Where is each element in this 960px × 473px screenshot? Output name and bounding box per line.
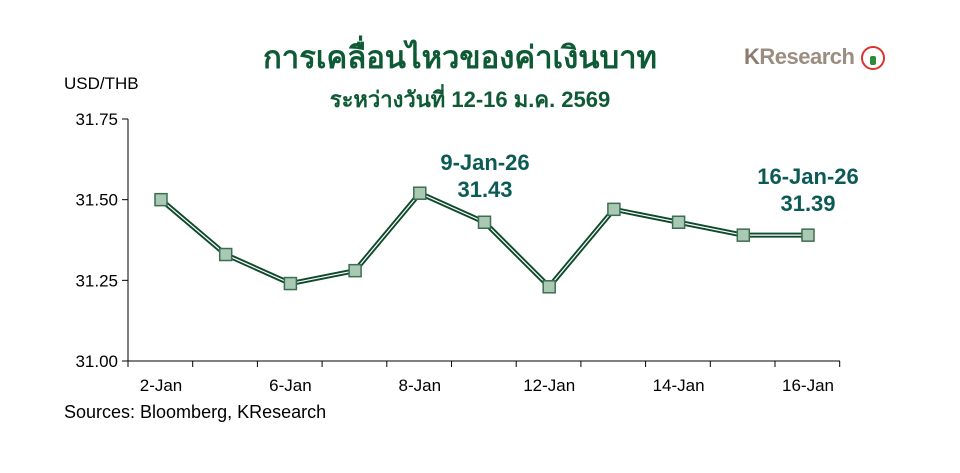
- x-tick-label: 12-Jan: [523, 376, 575, 395]
- annotation-date: 9-Jan-26: [440, 150, 529, 175]
- data-point-14-Jan: [671, 215, 686, 230]
- annotation-value: 31.43: [457, 177, 512, 202]
- y-axis-label: USD/THB: [64, 74, 139, 93]
- y-tick-label: 31.75: [75, 110, 118, 129]
- x-tick-label: 2-Jan: [140, 376, 183, 395]
- data-point-15-Jan: [736, 228, 751, 242]
- data-point-7-Jan: [348, 263, 362, 278]
- y-tick-label: 31.25: [75, 271, 118, 290]
- series-line: [159, 190, 808, 290]
- annotation-value: 31.39: [780, 191, 835, 216]
- x-tick-label: 8-Jan: [399, 376, 442, 395]
- data-point-13-Jan: [607, 202, 621, 217]
- source-note: Sources: Bloomberg, KResearch: [64, 402, 327, 422]
- y-tick-label: 31.50: [75, 191, 118, 210]
- data-point-16-Jan: [801, 228, 815, 242]
- annotation-date: 16-Jan-26: [757, 164, 859, 189]
- kresearch-logo: KResearch: [744, 44, 855, 69]
- data-point-5-Jan: [218, 247, 233, 262]
- data-point-8-Jan: [413, 186, 427, 200]
- x-tick-label: 6-Jan: [269, 376, 312, 395]
- chart-title: การเคลื่อนไหวของค่าเงินบาท: [263, 40, 657, 75]
- data-point-6-Jan: [283, 276, 298, 291]
- x-tick-label: 16-Jan: [782, 376, 834, 395]
- chart-subtitle: ระหว่างวันที่ 12-16 ม.ค. 2569: [329, 87, 611, 112]
- data-point-9-Jan: [477, 215, 492, 230]
- x-tick-label: 14-Jan: [653, 376, 705, 395]
- y-tick-label: 31.00: [75, 352, 118, 371]
- kresearch-logo-icon: [861, 46, 885, 70]
- series-line-highlight: [160, 192, 808, 288]
- data-point-2-Jan: [154, 192, 168, 207]
- data-point-12-Jan: [542, 280, 556, 294]
